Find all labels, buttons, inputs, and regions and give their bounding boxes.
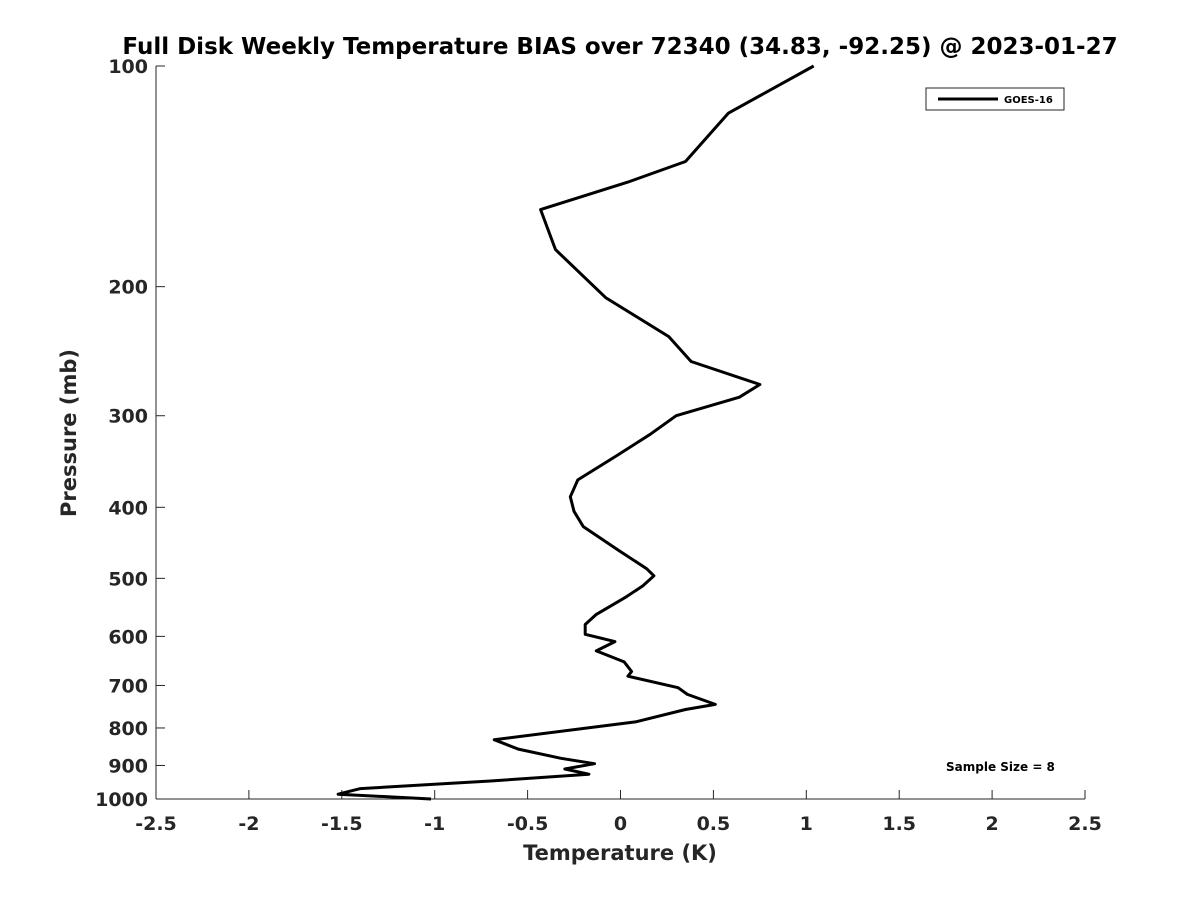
axes-frame <box>155 66 1085 800</box>
series-line-goes-16 <box>336 64 815 801</box>
y-tick-label: 500 <box>108 568 148 590</box>
series-layer <box>336 64 815 801</box>
x-tick-label: -1 <box>424 813 445 835</box>
x-tick-label: -2 <box>238 813 259 835</box>
legend: GOES-16 <box>925 87 1065 111</box>
x-tick-label: 1 <box>800 813 813 835</box>
sample-size-annotation: Sample Size = 8 <box>946 760 1055 774</box>
y-tick-label: 400 <box>108 497 148 519</box>
x-tick-label: 1.5 <box>882 813 916 835</box>
y-axis-label: Pressure (mb) <box>57 349 81 517</box>
y-tick-label: 700 <box>108 675 148 697</box>
x-tick-label: 0.5 <box>697 813 731 835</box>
x-ticks: -2.5 -2 -1.5 -1 -0.5 0 0.5 1 1.5 2 2.5 <box>135 790 1102 835</box>
y-tick-label: 300 <box>108 406 148 428</box>
x-tick-label: -2.5 <box>135 813 177 835</box>
x-tick-label: -0.5 <box>507 813 549 835</box>
y-tick-label: 600 <box>108 626 148 648</box>
legend-label-goes-16: GOES-16 <box>1004 95 1053 106</box>
y-ticks: 100 200 300 400 500 600 700 800 900 1000 <box>95 56 165 811</box>
chart-title: Full Disk Weekly Temperature BIAS over 7… <box>122 34 1117 60</box>
x-axis-label: Temperature (K) <box>523 841 717 865</box>
x-tick-label: 2 <box>985 813 998 835</box>
y-tick-label: 800 <box>108 718 148 740</box>
y-tick-label: 100 <box>108 56 148 78</box>
y-tick-label: 900 <box>108 755 148 777</box>
x-tick-label: 0 <box>614 813 627 835</box>
y-tick-label: 200 <box>108 277 148 299</box>
x-tick-label: -1.5 <box>321 813 363 835</box>
y-tick-label: 1000 <box>95 789 148 811</box>
x-tick-label: 2.5 <box>1068 813 1102 835</box>
